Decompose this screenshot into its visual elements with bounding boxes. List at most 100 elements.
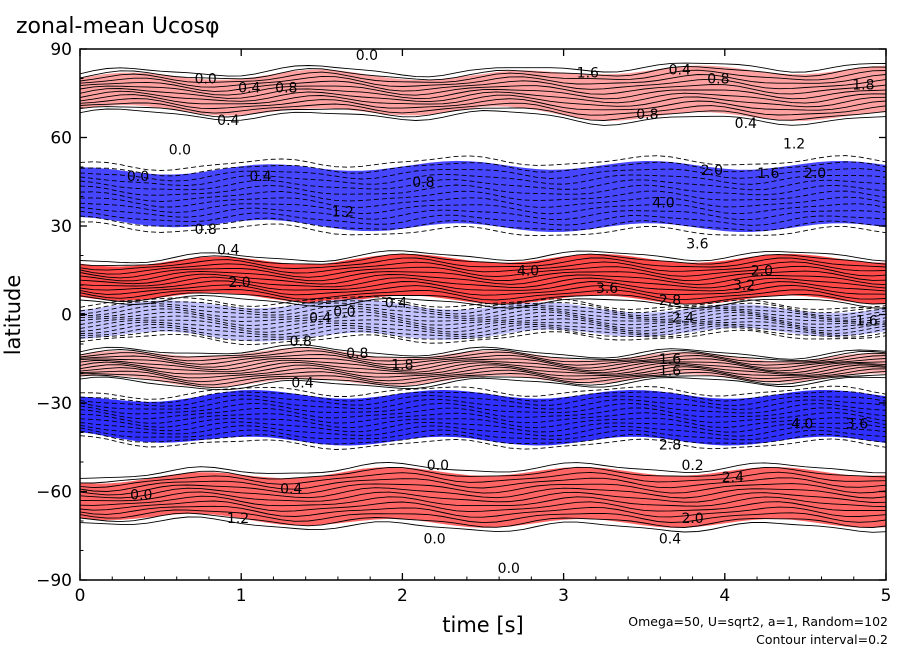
contour-lines-positive: [80, 461, 886, 533]
contour-label: 0.8: [290, 334, 312, 350]
contour-line: [80, 257, 886, 271]
contour-label: 0.0: [195, 72, 217, 88]
contour-lines-negative: [80, 155, 886, 237]
contour-label: 2.0: [228, 275, 250, 291]
contour-line: [80, 402, 886, 415]
y-tick-label: −30: [36, 394, 72, 414]
contour-line: [80, 435, 886, 450]
contour-label: 1.8: [852, 77, 874, 93]
contour-line: [80, 84, 886, 96]
contour-line: [80, 366, 886, 379]
contour-line: [80, 344, 886, 360]
contour-line: [80, 302, 886, 317]
contour-line: [80, 500, 886, 513]
contour-line: [80, 261, 886, 275]
contour-label: 0.4: [735, 116, 757, 132]
contour-line: [80, 65, 886, 81]
contour-label: 0.0: [333, 305, 355, 321]
contour-label: 4.0: [791, 417, 813, 433]
contour-line: [80, 317, 886, 330]
contour-label: 3.6: [596, 281, 618, 297]
contour-label: 2.0: [804, 166, 826, 182]
contour-label: 0.8: [195, 222, 217, 238]
contour-line: [80, 471, 886, 489]
contour-line: [80, 62, 886, 78]
contour-label: 2.0: [701, 163, 723, 179]
contour-line: [80, 276, 886, 289]
contour-line: [80, 314, 886, 326]
contour-label: 0.0: [356, 48, 378, 64]
contour-label: 0.4: [238, 80, 260, 96]
contour-line: [80, 411, 886, 424]
y-axis-label: latitude: [1, 275, 25, 356]
contour-line: [80, 69, 886, 83]
contour-label: 3.6: [686, 237, 708, 253]
plot-area: 0.00.4 0.80.01.6 0.40.8 1.80.4 0.80.41.20.00…: [80, 48, 886, 580]
contour-lines-positive: [80, 62, 886, 126]
contour-line: [80, 300, 886, 314]
contour-lines-positive: [80, 344, 886, 391]
contour-label: 2.4: [672, 310, 694, 326]
contour-line: [80, 184, 886, 196]
contour-fill-level: [80, 347, 886, 388]
contour-line: [80, 179, 886, 191]
contour-label: 1.6: [577, 66, 599, 82]
contour-label: 0.8: [707, 72, 729, 88]
contour-line: [80, 202, 886, 215]
contour-line: [80, 206, 886, 221]
contour-line: [80, 190, 886, 202]
contour-line: [80, 424, 886, 437]
contour-label: 0.8: [412, 175, 434, 191]
contour-label: 4.0: [517, 263, 539, 279]
contour-line: [80, 102, 886, 116]
contour-label: 1.6: [757, 166, 779, 182]
contour-label: 1.6: [659, 352, 681, 368]
contour-label: 0.0: [498, 561, 520, 577]
contour-line: [80, 329, 886, 345]
contour-line: [80, 296, 886, 310]
contour-line: [80, 155, 886, 171]
y-axis: −90 −60 −30 0 30 60 90: [36, 40, 886, 591]
contour-label: 1.2: [227, 511, 249, 527]
contour-line: [80, 265, 886, 279]
contour-label: 2.4: [722, 470, 744, 486]
contour-line: [80, 78, 886, 92]
contour-line: [80, 289, 886, 301]
contour-label: 0.4: [217, 113, 239, 129]
contour-line: [80, 505, 886, 518]
contour-line: [80, 461, 886, 479]
contour-fill-level: [80, 160, 886, 232]
contour-label: 0.4: [309, 310, 331, 326]
contour-line: [80, 196, 886, 208]
contour-line: [80, 307, 886, 321]
contour-line: [80, 253, 886, 267]
contour-label: 0.8: [346, 346, 368, 362]
contour-label: 0.4: [291, 375, 313, 391]
contour-label: 4.0: [652, 195, 674, 211]
y-tick-label: 60: [50, 129, 72, 149]
contour-label: 1.2: [783, 136, 805, 152]
contour-line: [80, 359, 886, 372]
y-tick-label: 0: [61, 306, 72, 326]
y-tick-label: 90: [50, 40, 72, 60]
contour-line: [80, 94, 886, 108]
x-tick-label: 4: [719, 586, 730, 606]
contour-line: [80, 483, 886, 496]
contour-label: 2.8: [659, 293, 681, 309]
annotation-parameters: Omega=50, U=sqrt2, a=1, Random=102: [628, 614, 888, 629]
x-tick-label: 2: [397, 586, 408, 606]
contour-line: [80, 168, 886, 182]
contour-line: [80, 398, 886, 410]
contour-label: 0.4: [669, 63, 691, 79]
contour-label: 0.4: [280, 482, 302, 498]
contour-label: 0.0: [130, 487, 152, 503]
contour-line: [80, 325, 886, 338]
annotation-contour-interval: Contour interval=0.2: [756, 632, 888, 647]
contour-line: [80, 173, 886, 186]
x-axis: 0 1 2 3 4 5: [75, 49, 891, 606]
y-tick-label: −60: [36, 483, 72, 503]
contour-label: 0.0: [169, 142, 191, 158]
contour-line: [80, 368, 886, 383]
contour-label: 2.8: [659, 437, 681, 453]
contour-line: [80, 98, 886, 111]
